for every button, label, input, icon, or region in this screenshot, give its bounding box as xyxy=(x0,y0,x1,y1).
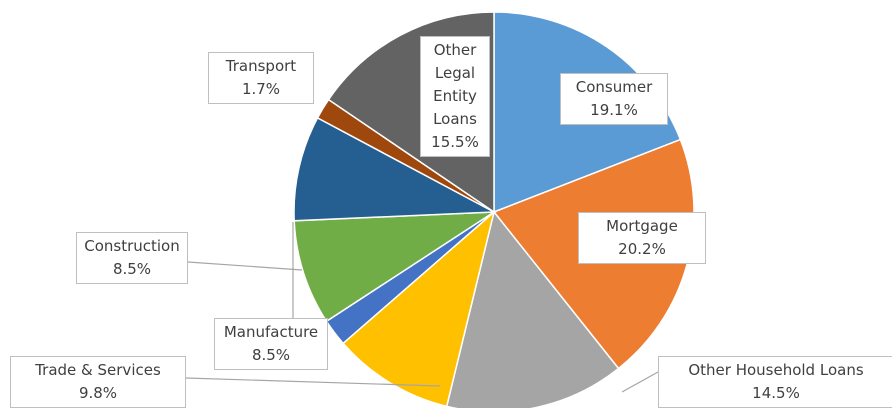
label-value: 9.8% xyxy=(78,384,118,402)
leader-line xyxy=(621,371,659,393)
data-label: Other Household Loans 14.5% xyxy=(658,356,892,408)
data-label: Construction 8.5% xyxy=(76,232,188,284)
label-value: 19.1% xyxy=(590,101,638,119)
label-value: 8.5% xyxy=(112,260,152,278)
label-name: Consumer xyxy=(575,78,653,96)
data-label: Trade & Services 9.8% xyxy=(10,356,186,408)
label-value: 14.5% xyxy=(752,384,800,402)
pie-slice xyxy=(342,209,496,408)
leader-line xyxy=(185,377,441,387)
label-value: 20.2% xyxy=(618,240,666,258)
pie-slice xyxy=(293,116,497,222)
label-value: 15.5% xyxy=(431,133,479,151)
label-value: 8.5% xyxy=(251,346,291,364)
label-name: Trade & Services xyxy=(35,361,161,379)
label-name: Mortgage xyxy=(606,217,678,235)
pie-slice xyxy=(445,210,620,408)
label-name: Transport xyxy=(225,57,297,75)
data-label: Manufacture 8.5% xyxy=(214,318,328,370)
label-value: 1.7% xyxy=(241,80,281,98)
data-label: Mortgage 20.2% xyxy=(578,212,706,264)
data-label: Consumer 19.1% xyxy=(560,73,668,125)
leader-line xyxy=(187,261,303,271)
label-name: Construction xyxy=(84,237,180,255)
data-label: Other Legal Entity Loans 15.5% xyxy=(420,36,490,157)
label-name: Manufacture xyxy=(223,323,319,341)
label-name: Other Legal Entity Loans xyxy=(433,41,477,128)
data-label: Transport 1.7% xyxy=(208,52,314,104)
label-name: Other Household Loans xyxy=(688,361,864,379)
